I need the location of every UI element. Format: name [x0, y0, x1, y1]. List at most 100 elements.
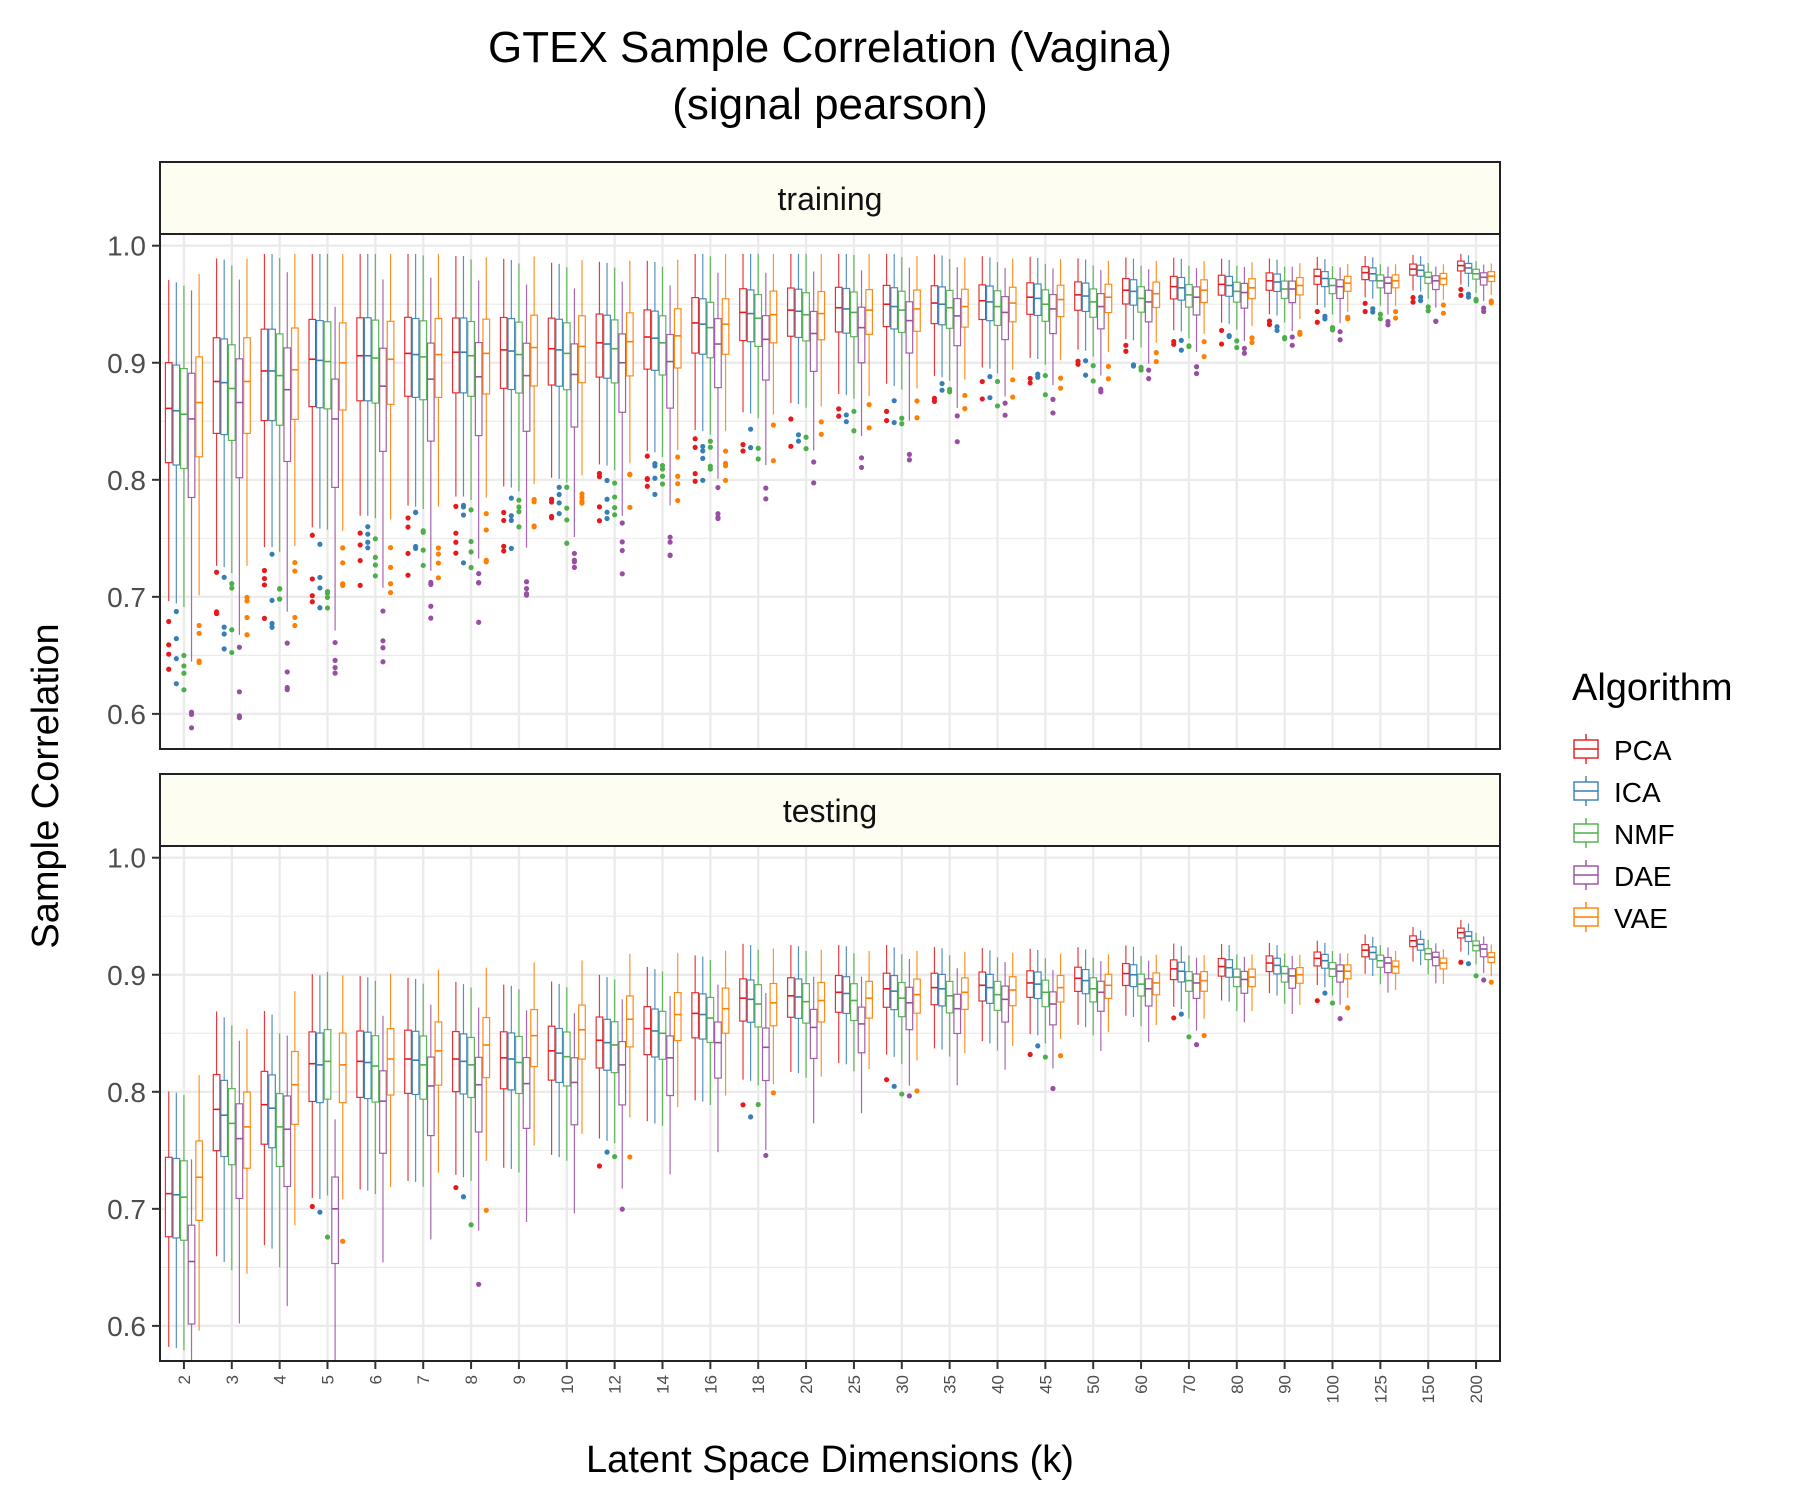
box-training-ICA-k150 [1416, 256, 1425, 304]
box [275, 333, 284, 426]
box [960, 288, 969, 328]
box [187, 372, 196, 499]
box [673, 308, 682, 369]
outlier-point [596, 470, 603, 477]
box-testing-PCA-k3 [212, 1011, 221, 1257]
box [290, 327, 299, 420]
y-tick-label: 0.8 [107, 1077, 146, 1108]
outlier-point [196, 659, 202, 666]
box-training-DAE-k200 [1479, 264, 1488, 315]
outlier-point [531, 496, 537, 503]
outlier-point [229, 585, 235, 591]
outlier-point [987, 374, 993, 380]
box [180, 1160, 188, 1241]
box-training-PCA-k100 [1313, 256, 1322, 325]
box [308, 318, 317, 408]
box-testing-ICA-k200 [1464, 923, 1473, 967]
box [1225, 275, 1234, 297]
outlier-point [468, 564, 474, 571]
box-training-NMF-k150 [1424, 263, 1433, 314]
box [331, 378, 339, 489]
outlier-point [1050, 396, 1056, 402]
box-testing-VAE-k5 [338, 975, 347, 1244]
box [938, 973, 946, 1007]
outlier-point [627, 1154, 633, 1160]
box [714, 318, 722, 389]
box-testing-DAE-k10 [570, 1013, 579, 1214]
box-testing-NMF-k80 [1232, 954, 1241, 1012]
outlier-point [1035, 1043, 1041, 1049]
box-training-DAE-k7 [426, 277, 435, 621]
outlier-point [269, 620, 275, 627]
box [1152, 281, 1161, 309]
box [386, 320, 395, 405]
box-training-DAE-k8 [474, 280, 483, 625]
box [817, 290, 826, 341]
outlier-point [1458, 286, 1464, 293]
box [1049, 293, 1057, 335]
box [499, 1031, 508, 1090]
box [960, 977, 969, 1011]
box-testing-ICA-k125 [1368, 936, 1377, 977]
box [268, 1074, 276, 1149]
box [1192, 973, 1201, 1000]
box-testing-VAE-k4 [290, 991, 299, 1226]
box [1177, 961, 1186, 983]
box [323, 1028, 332, 1100]
box [857, 1006, 866, 1054]
box [515, 1035, 523, 1095]
outlier-point [1171, 1015, 1177, 1021]
outlier-point [173, 636, 179, 642]
box-training-NMF-k9 [515, 263, 523, 530]
outlier-point [166, 651, 172, 657]
box-testing-DAE-k6 [379, 1015, 387, 1263]
box [426, 1056, 435, 1137]
box-training-DAE-k20 [809, 271, 818, 486]
box [283, 347, 292, 463]
outlier-point [1186, 1034, 1192, 1040]
box-training-ICA-k50 [1081, 259, 1090, 378]
box [1431, 951, 1440, 967]
box-training-NMF-k60 [1137, 265, 1145, 373]
box-testing-NMF-k7 [419, 983, 428, 1187]
box [356, 1030, 365, 1098]
outlier-point [979, 396, 985, 402]
x-tick-label: 16 [701, 1375, 720, 1394]
outlier-point [1002, 400, 1008, 406]
outlier-point [1241, 345, 1247, 352]
box-training-ICA-k8 [459, 255, 468, 566]
box-testing-VAE-k9 [530, 962, 539, 1146]
box [316, 319, 324, 409]
box [706, 301, 715, 359]
box-training-VAE-k30 [913, 255, 921, 421]
box [769, 982, 778, 1027]
box [865, 980, 874, 1019]
box [1217, 274, 1226, 296]
outlier-point [317, 605, 323, 611]
outlier-point [309, 1203, 315, 1210]
box-testing-DAE-k2 [187, 1159, 196, 1361]
outlier-point [914, 415, 920, 421]
outlier-point [340, 560, 346, 566]
outlier-point [435, 545, 442, 551]
box-training-PCA-k30 [882, 253, 891, 424]
box [172, 364, 181, 466]
box-training-PCA-k10 [547, 262, 556, 521]
box-training-VAE-k12 [625, 260, 634, 510]
outlier-point [523, 579, 530, 585]
outlier-point [221, 624, 227, 630]
outlier-point [372, 536, 378, 542]
legend-item-PCA: PCA [1573, 734, 1672, 766]
outlier-point [803, 434, 809, 440]
outlier-point [667, 534, 673, 540]
outlier-point [269, 624, 275, 630]
box [227, 344, 236, 442]
box-testing-VAE-k3 [243, 1029, 251, 1274]
outlier-point [692, 478, 698, 484]
box [834, 286, 843, 333]
box-testing-VAE-k8 [482, 967, 491, 1213]
box-training-NMF-k125 [1376, 264, 1385, 322]
legend-label-PCA: PCA [1614, 735, 1672, 766]
outlier-point [1465, 961, 1472, 967]
box-training-ICA-k7 [411, 253, 420, 551]
